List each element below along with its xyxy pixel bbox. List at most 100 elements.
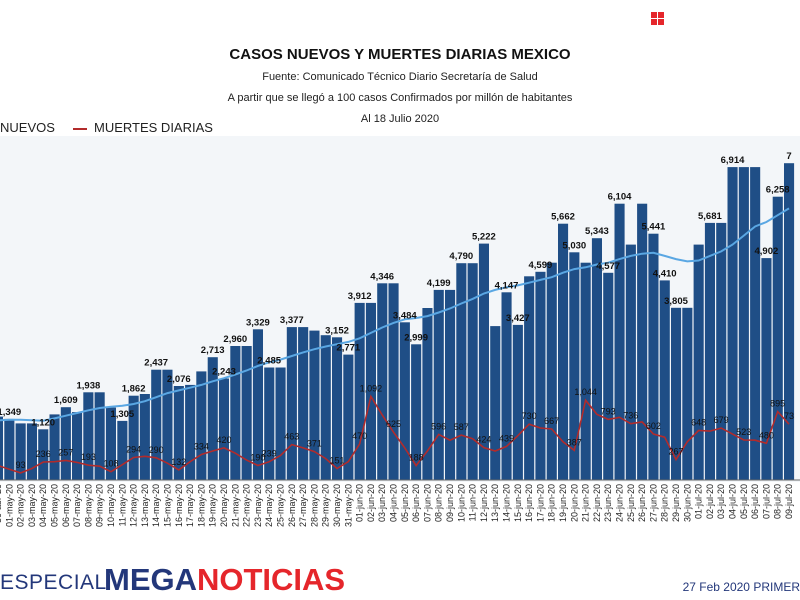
x-tick-label: 02-jun-20 xyxy=(366,484,376,522)
x-tick-label: 07-jun-20 xyxy=(422,484,432,522)
cases-data-label: 4,599 xyxy=(529,260,553,271)
x-tick-label: 07-jul-20 xyxy=(761,484,771,519)
cases-bar xyxy=(490,326,501,480)
cases-data-label: 3,484 xyxy=(393,310,417,321)
deaths-data-label: 387 xyxy=(567,437,582,447)
chart-criteria: A partir que se llegó a 100 casos Confir… xyxy=(227,92,573,104)
x-tick-label: 29-jun-20 xyxy=(671,484,681,522)
x-tick-label: 18-jun-20 xyxy=(547,484,557,522)
cases-bar xyxy=(286,327,297,480)
cases-bar xyxy=(185,384,196,480)
cases-bar xyxy=(433,289,444,480)
x-tick-label: 25-may-20 xyxy=(276,484,286,527)
deaths-data-label: 793 xyxy=(601,406,616,416)
cases-bar xyxy=(377,283,388,480)
x-tick-label: 21-jun-20 xyxy=(581,484,591,522)
cases-data-label: 1,305 xyxy=(110,409,134,420)
x-tick-label: 23-jun-20 xyxy=(603,484,613,522)
deaths-data-label: 895 xyxy=(770,399,785,409)
cases-bar xyxy=(625,244,636,480)
deaths-data-label: 420 xyxy=(216,435,231,445)
deaths-data-label: 679 xyxy=(714,415,729,425)
cases-bar xyxy=(128,395,139,480)
cases-bar xyxy=(207,357,218,480)
x-tick-label: 15-jun-20 xyxy=(513,484,523,522)
chart-title: CASOS NUEVOS Y MUERTES DIARIAS MEXICO xyxy=(229,46,571,63)
cases-bar xyxy=(60,407,71,480)
x-tick-label: 05-may-20 xyxy=(50,484,60,527)
x-tick-label: 08-jul-20 xyxy=(773,484,783,519)
x-tick-label: 05-jun-20 xyxy=(400,484,410,522)
cases-data-label: 3,805 xyxy=(664,296,688,307)
x-tick-label: 06-jul-20 xyxy=(750,484,760,519)
cases-data-label: 3,152 xyxy=(325,325,349,336)
x-tick-label: 24-may-20 xyxy=(264,484,274,527)
deaths-data-label: 470 xyxy=(352,431,367,441)
x-tick-label: 27-jun-20 xyxy=(648,484,658,522)
x-tick-label: 23-may-20 xyxy=(253,484,263,527)
x-tick-label: 17-may-20 xyxy=(185,484,195,527)
cases-bar xyxy=(591,238,602,480)
x-tick-label: 10-jun-20 xyxy=(456,484,466,522)
cases-data-label: 2,243 xyxy=(212,367,236,378)
deaths-data-label: 257 xyxy=(58,447,73,457)
brand-part-1: MEGA xyxy=(104,562,197,597)
deaths-data-label: 602 xyxy=(646,421,661,431)
deaths-data-label: 108 xyxy=(103,459,118,469)
deaths-data-label: 334 xyxy=(194,442,209,452)
x-tick-label: 03-jul-20 xyxy=(716,484,726,519)
cases-bar xyxy=(445,289,456,480)
x-tick-label: 15-may-20 xyxy=(163,484,173,527)
x-tick-label: 21-may-20 xyxy=(230,484,240,527)
cases-data-label: 1,862 xyxy=(122,384,146,395)
deaths-data-label: 648 xyxy=(691,418,706,428)
cases-data-label: 3,329 xyxy=(246,317,270,328)
cases-data-label: 7 xyxy=(786,151,791,162)
chart-date: Al 18 Julio 2020 xyxy=(360,113,440,125)
cases-bar xyxy=(72,412,83,480)
x-tick-label: 29-may-20 xyxy=(321,484,331,527)
cases-data-label: 4,902 xyxy=(755,246,779,257)
cases-data-label: 5,441 xyxy=(642,222,666,233)
cases-bar xyxy=(354,302,365,480)
x-tick-label: 18-may-20 xyxy=(196,484,206,527)
cases-bar xyxy=(411,344,422,480)
deaths-data-label: 93 xyxy=(16,460,26,470)
cases-data-label: 4,346 xyxy=(370,271,394,282)
deaths-data-label: 587 xyxy=(454,422,469,432)
deaths-data-label: 267 xyxy=(668,447,683,457)
x-tick-label: 01-jun-20 xyxy=(355,484,365,522)
cases-bar xyxy=(693,244,704,480)
cases-bar xyxy=(716,222,727,480)
cases-bar xyxy=(784,163,795,480)
cases-bar xyxy=(83,392,94,480)
deaths-data-label: 371 xyxy=(307,439,322,449)
deaths-data-label: 239 xyxy=(262,449,277,459)
deaths-data-label: 736 xyxy=(623,411,638,421)
cases-data-label: 2,999 xyxy=(404,332,428,343)
cases-bar xyxy=(275,367,286,480)
x-tick-label: 11-jun-20 xyxy=(468,484,478,521)
x-tick-label: 10-may-20 xyxy=(106,484,116,527)
cases-bar xyxy=(704,222,715,480)
deaths-data-label: 463 xyxy=(284,432,299,442)
x-tick-label: 02-jul-20 xyxy=(705,484,715,519)
cases-data-label: 4,577 xyxy=(596,261,620,272)
cases-bar xyxy=(637,203,648,480)
legend-cases-label: NUEVOS xyxy=(0,120,55,135)
x-tick-label: 04-may-20 xyxy=(38,484,48,527)
cases-bar xyxy=(173,386,184,480)
cases-bar xyxy=(603,272,614,480)
x-tick-label: 09-jun-20 xyxy=(445,484,455,522)
cases-bar xyxy=(761,258,772,480)
x-tick-label: 24-jun-20 xyxy=(615,484,625,522)
x-tick-label: 17-jun-20 xyxy=(535,484,545,522)
cases-data-label: 4,147 xyxy=(495,280,519,291)
cases-data-label: 2,771 xyxy=(336,343,360,354)
x-tick-label: 06-may-20 xyxy=(61,484,71,527)
x-tick-label: 04-jun-20 xyxy=(389,484,399,522)
cases-data-label: 6,104 xyxy=(608,192,632,203)
x-tick-label: 20-jun-20 xyxy=(569,484,579,522)
x-tick-label: 25-jun-20 xyxy=(626,484,636,522)
cases-bar xyxy=(230,346,241,480)
